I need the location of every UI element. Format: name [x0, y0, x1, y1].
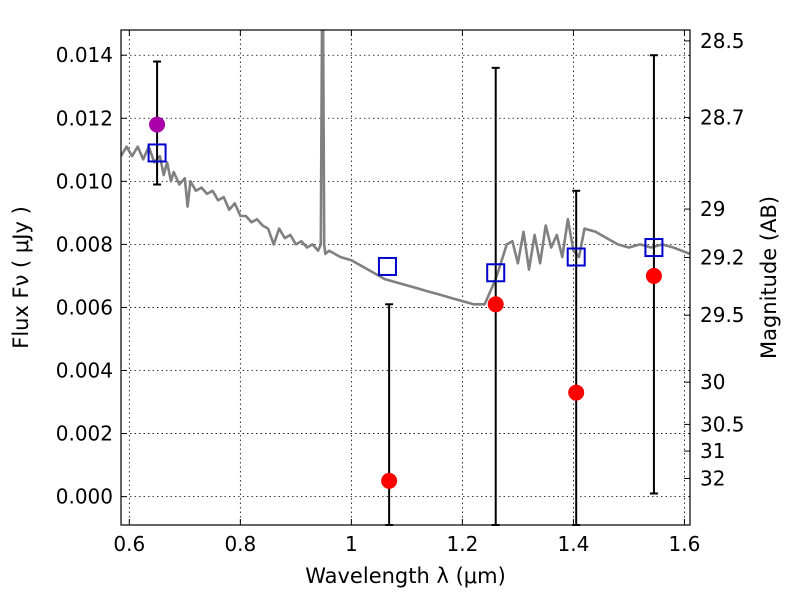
y-tick-label: 0.008 [56, 232, 113, 256]
y2-tick-label: 31 [700, 439, 725, 463]
y-axis-label: Flux Fν ( μJy ) [9, 206, 33, 349]
axis-ticks: 0.6 0.8 1 1.2 1.4 1.6 0.000 0.002 0.004 0.006 0.00… [56, 29, 745, 556]
y2-tick-label: 28.5 [700, 29, 745, 53]
model-point [644, 238, 664, 258]
template-spectrum-line [121, 30, 690, 306]
model-point [377, 256, 397, 276]
y-tick-label: 0.002 [56, 422, 113, 446]
error-bars [153, 54, 658, 526]
x-tick-label: 1 [345, 532, 358, 556]
y2-tick-label: 29.5 [700, 303, 745, 327]
y2-axis-label: Magnitude (AB) [757, 196, 781, 359]
y2-tick-label: 30.5 [700, 412, 745, 436]
template-spectrum [121, 30, 690, 306]
y2-tick-label: 30 [700, 370, 725, 394]
x-axis-label: Wavelength λ (μm) [305, 564, 506, 588]
y2-tick-label: 28.7 [700, 106, 745, 130]
model-point [486, 263, 506, 283]
x-tick-label: 1.2 [446, 532, 478, 556]
y-tick-label: 0.012 [56, 106, 113, 130]
y2-tick-label: 29.2 [700, 245, 745, 269]
x-tick-label: 0.8 [224, 532, 256, 556]
x-tick-label: 1.4 [558, 532, 590, 556]
x-tick-label: 1.6 [669, 532, 701, 556]
y2-tick-label: 29 [700, 197, 725, 221]
y-tick-label: 0.006 [56, 295, 113, 319]
observed-point [645, 267, 662, 284]
x-tick-label: 0.6 [113, 532, 145, 556]
grid-lines [121, 30, 690, 525]
model-point [566, 247, 586, 267]
model-point [147, 143, 167, 163]
plot-frame [120, 29, 691, 526]
y-tick-label: 0.010 [56, 169, 113, 193]
observed-point [381, 472, 398, 489]
observed-point [568, 384, 585, 401]
y-tick-label: 0.004 [56, 359, 113, 383]
y2-tick-label: 32 [700, 466, 725, 490]
y-tick-label: 0.014 [56, 43, 113, 67]
y-tick-label: 0.000 [56, 485, 113, 509]
optical-point [149, 116, 166, 133]
data-points [147, 116, 664, 489]
observed-point [487, 296, 504, 313]
